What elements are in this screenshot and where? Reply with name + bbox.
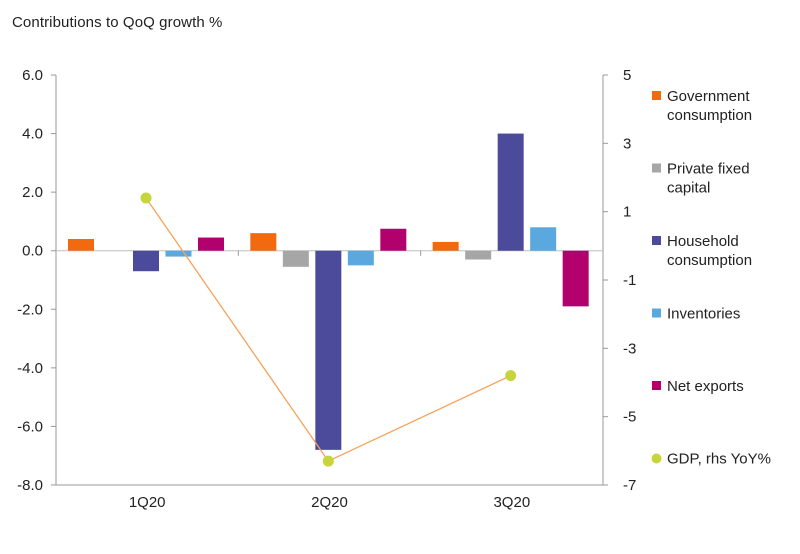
y-tick-label-right: 1	[623, 204, 631, 221]
gdp-marker	[140, 192, 152, 204]
legend-label: consumption	[667, 252, 752, 269]
bar	[315, 250, 342, 450]
bar	[133, 250, 159, 272]
legend-label: Household	[667, 233, 739, 250]
legend-label: consumption	[667, 107, 752, 124]
x-tick-label: 3Q20	[493, 494, 530, 511]
bar	[380, 228, 407, 251]
legend-swatch	[651, 453, 662, 464]
bar	[347, 250, 374, 266]
y-tick-label-left: 6.0	[22, 67, 43, 84]
bar	[250, 233, 277, 251]
y-tick-label-right: -1	[623, 272, 636, 289]
bar	[282, 250, 309, 267]
y-tick-label-left: -2.0	[17, 301, 43, 318]
gdp-marker	[505, 370, 517, 382]
gdp-marker	[322, 455, 334, 467]
legend-swatch	[652, 308, 661, 318]
legend-label: Net exports	[667, 378, 744, 395]
y-tick-label-right: -5	[623, 409, 636, 426]
bar	[562, 250, 589, 307]
legend-swatch	[652, 381, 661, 390]
y-tick-label-left: -4.0	[17, 360, 43, 377]
legend-label: capital	[667, 180, 710, 197]
y-tick-label-left: -8.0	[17, 477, 43, 494]
y-tick-label-left: -6.0	[17, 418, 43, 435]
legend-swatch	[652, 91, 661, 100]
y-tick-label-left: 4.0	[22, 126, 43, 143]
legend-label: Inventories	[667, 306, 740, 323]
x-tick-label: 2Q20	[311, 494, 348, 511]
chart-title: Contributions to QoQ growth %	[12, 14, 223, 31]
bar	[497, 133, 524, 251]
legend-label: Government	[667, 88, 750, 105]
y-tick-label-right: -7	[623, 477, 636, 494]
y-tick-label-left: 2.0	[22, 184, 43, 201]
bar	[165, 250, 192, 257]
y-tick-label-left: 0.0	[22, 243, 43, 260]
bar	[198, 237, 224, 251]
y-tick-label-right: 5	[623, 67, 631, 84]
x-tick-label: 1Q20	[129, 494, 166, 511]
bar	[68, 239, 94, 251]
legend-label: Private fixed	[667, 161, 750, 178]
bar	[432, 241, 459, 251]
y-tick-label-right: -3	[623, 340, 636, 357]
legend-swatch	[652, 236, 661, 245]
bar	[530, 227, 557, 251]
bar	[465, 250, 492, 260]
y-tick-label-right: 3	[623, 135, 631, 152]
legend-swatch	[652, 163, 661, 173]
legend-label: GDP, rhs YoY%	[667, 451, 771, 468]
